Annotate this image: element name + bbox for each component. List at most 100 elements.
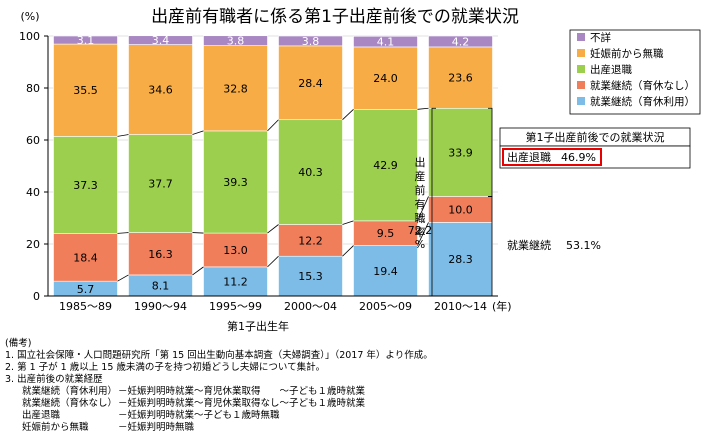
note-row-label: 出産退職 xyxy=(22,409,61,421)
y-axis-ticks: 0 20 40 60 80 100 xyxy=(19,30,48,303)
legend-swatch xyxy=(577,33,585,41)
rate-bracket xyxy=(431,107,436,297)
legend-frame xyxy=(569,29,701,115)
bar-segment xyxy=(353,245,418,297)
bar-segment xyxy=(428,35,493,48)
connector-line xyxy=(342,220,354,225)
rate-label-char: 前 xyxy=(415,183,426,197)
legend-label: 妊娠前から無職 xyxy=(590,47,664,60)
bar-value-label: 3.8 xyxy=(227,35,245,48)
bar-value-label: 3.8 xyxy=(302,35,320,48)
bar-value-label: 3.4 xyxy=(152,34,170,47)
legend-label: 就業継続（育休利用） xyxy=(590,95,695,108)
side-box-retire-frame xyxy=(499,145,691,169)
bar-segment xyxy=(353,46,418,110)
continue-label: 就業継続 xyxy=(507,238,551,252)
legend-swatch xyxy=(577,81,585,89)
note-row-desc: －妊娠判明時無職 xyxy=(118,421,195,433)
bar-segment xyxy=(53,136,118,234)
rate-label-char: 産 xyxy=(415,170,426,183)
y-tick-label: 60 xyxy=(26,134,40,147)
note-line: 1. 国立社会保障・人口問題研究所「第 15 回出生動向基本調査（夫婦調査）」（… xyxy=(5,349,433,361)
continue-value: 53.1% xyxy=(566,239,601,252)
note-line: 2. 第 1 子が 1 歳以上 15 歳未満の子を持つ初婚どうし夫婦について集計… xyxy=(5,361,325,373)
bar-value-label: 9.5 xyxy=(377,227,395,240)
x-tick-label: 1990～94 xyxy=(134,300,187,313)
connector-lines xyxy=(117,107,429,282)
bar-segment xyxy=(353,109,418,222)
rate-unit: % xyxy=(415,238,425,251)
bar-value-label: 40.3 xyxy=(298,166,323,179)
connector-line xyxy=(342,109,354,121)
grid-lines xyxy=(48,35,498,245)
bar-segment xyxy=(278,119,343,225)
connector-line xyxy=(417,222,429,246)
connector-line xyxy=(267,119,279,132)
bar-value-label: 32.8 xyxy=(223,82,248,95)
retire-label: 出産退職 xyxy=(507,150,551,164)
rate-label-char: 出 xyxy=(415,155,426,169)
connector-line xyxy=(117,134,129,137)
note-row-label: 妊娠前から無職 xyxy=(22,421,89,433)
note-row-label: 就業継続（育休利用） xyxy=(22,385,117,397)
bar-value-label: 3.1 xyxy=(77,34,95,47)
bar-value-label: 42.9 xyxy=(373,159,398,172)
bar-segment xyxy=(128,44,193,135)
legend-label: 出産退職 xyxy=(590,63,632,76)
bar-value-label: 23.6 xyxy=(448,72,473,85)
bar-value-label: 19.4 xyxy=(373,265,398,278)
rate-label-char: 有 xyxy=(415,197,426,211)
legend-swatch xyxy=(577,97,585,105)
bar-value-label: 11.2 xyxy=(223,275,248,288)
connector-line xyxy=(267,224,279,234)
bar-value-label: 12.2 xyxy=(298,234,323,247)
bar-value-label: 34.6 xyxy=(148,84,173,97)
bar-segment xyxy=(278,45,343,121)
rate-label-char: 職 xyxy=(415,212,426,225)
x-tick-label: 1995～99 xyxy=(209,300,262,313)
bar-value-label: 4.2 xyxy=(452,35,470,48)
retire-highlight xyxy=(502,148,602,166)
x-tick-label: 2005～09 xyxy=(359,300,412,313)
bar-value-label: 28.3 xyxy=(448,253,473,266)
bar-value-label: 37.7 xyxy=(148,178,173,191)
x-axis-ticks: 1985～89 1990～94 1995～99 2000～04 2005～09 2010～… xyxy=(59,300,487,313)
notes-header: (備考) xyxy=(5,337,31,349)
bar-segment xyxy=(203,232,268,268)
note-row-label: 就業継続（育休なし） xyxy=(22,397,117,409)
x-tick-label: 2000～04 xyxy=(284,300,337,313)
note-row-desc: －妊娠判明時就業～育児休業取得なし～子ども１歳時就業 xyxy=(118,397,366,409)
y-tick-label: 20 xyxy=(26,238,40,251)
side-box-title: 第1子出産前後での就業状況 xyxy=(526,130,665,144)
note-row-desc: －妊娠判明時就業～子ども１歳時無職 xyxy=(118,409,280,421)
y-tick-label: 40 xyxy=(26,186,40,199)
bar-segment xyxy=(53,233,118,282)
legend-label: 就業継続（育休なし） xyxy=(590,79,695,92)
bar-segment xyxy=(128,232,193,276)
bar-segment xyxy=(278,255,343,297)
bar-segment xyxy=(203,45,268,132)
bar-value-label: 15.3 xyxy=(298,270,323,283)
bar-segment xyxy=(203,35,268,46)
legend-swatch xyxy=(577,49,585,57)
bar-value-label: 24.0 xyxy=(373,72,398,85)
bar-segment xyxy=(53,35,118,45)
connector-line xyxy=(117,274,129,282)
bar-value-label: 33.9 xyxy=(448,146,473,159)
bar-value-label: 5.7 xyxy=(77,283,95,296)
legend-label: 不詳 xyxy=(590,31,611,44)
bar-value-label: 39.3 xyxy=(223,176,248,189)
bar-value-label: 35.5 xyxy=(73,84,98,97)
x-tick-label: 1985～89 xyxy=(59,300,112,313)
x-tick-label: 2010～14 xyxy=(434,300,487,313)
bar-segment xyxy=(353,220,418,246)
retire-value: 46.9% xyxy=(561,151,596,164)
rate-label-char: 率 xyxy=(415,225,426,239)
bar-segment xyxy=(428,196,493,223)
connector-line xyxy=(267,255,279,268)
connector-line xyxy=(417,196,429,222)
y-tick-label: 80 xyxy=(26,82,40,95)
